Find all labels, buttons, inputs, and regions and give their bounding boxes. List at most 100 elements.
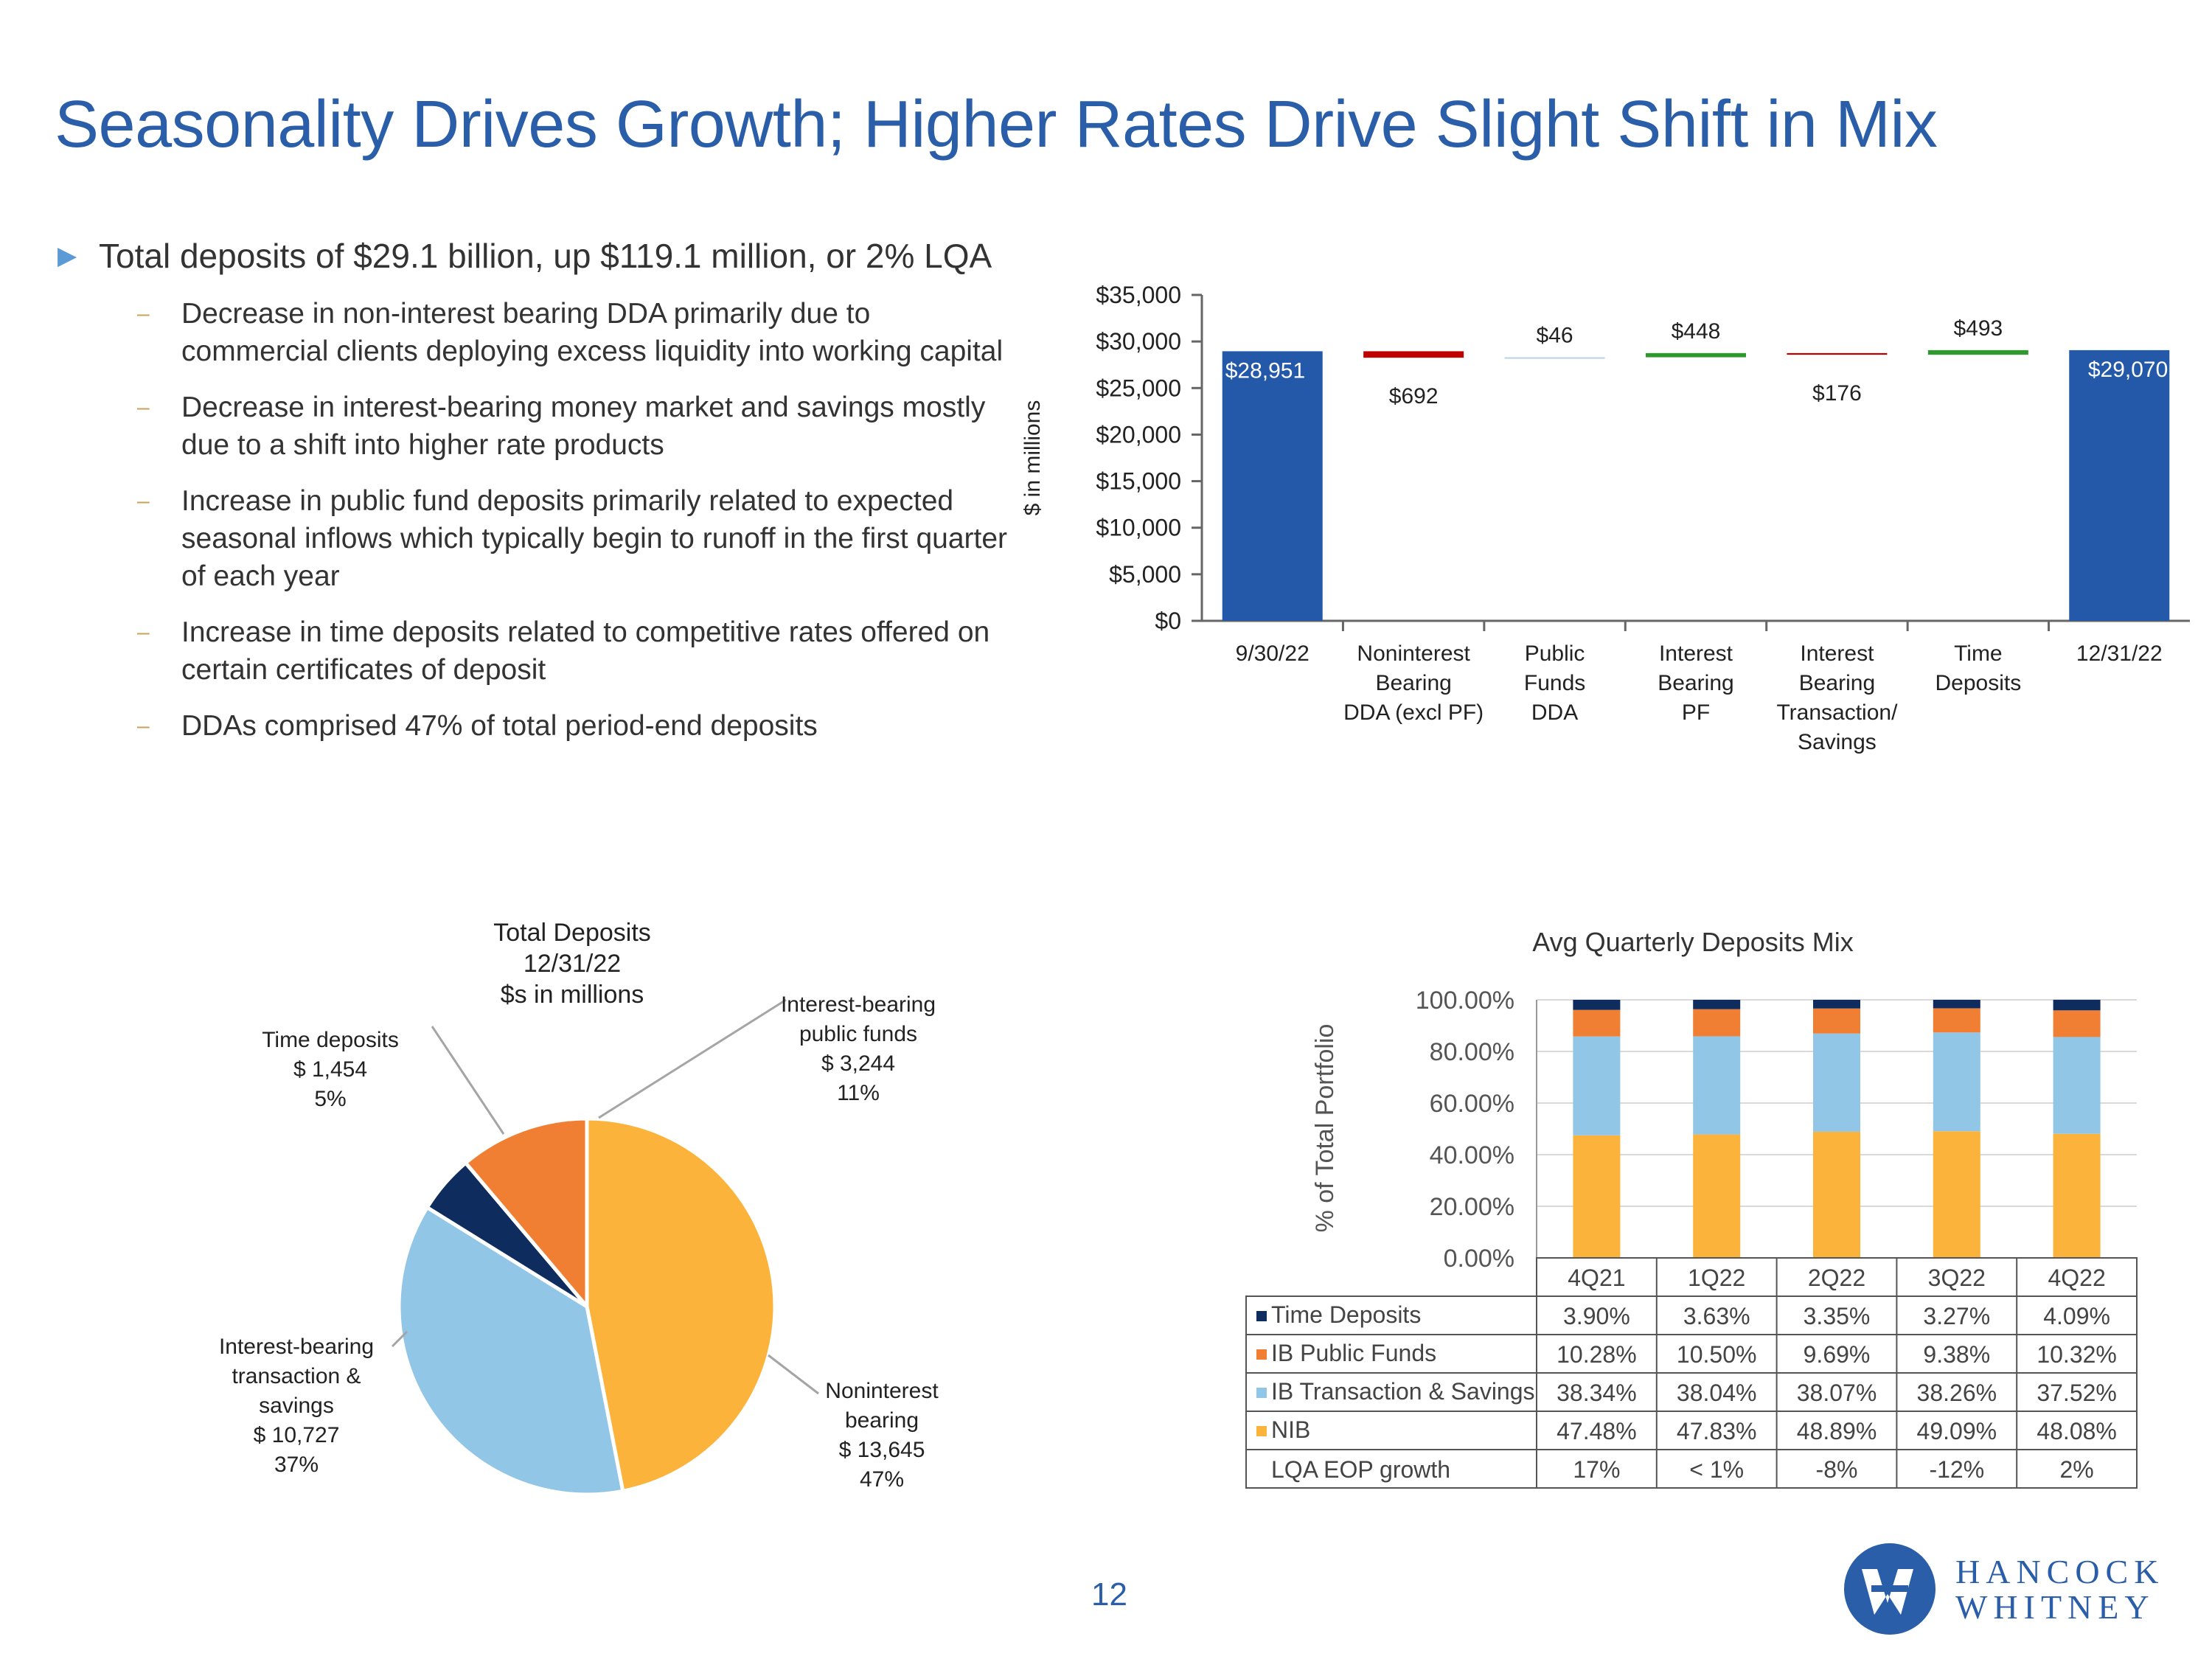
x-category-label: Bearing bbox=[1658, 671, 1733, 695]
legend-swatch bbox=[1256, 1388, 1267, 1398]
y-tick-label: 20.00% bbox=[1430, 1193, 1514, 1221]
main-bullet: ▶ Total deposits of $29.1 billion, up $1… bbox=[55, 233, 1013, 279]
legend-swatch bbox=[1256, 1311, 1267, 1321]
stacked-bar-segment bbox=[1813, 1033, 1860, 1132]
sub-bullet: – DDAs comprised 47% of total period-end … bbox=[55, 707, 1013, 745]
stacked-bar-segment bbox=[1933, 1008, 1980, 1033]
x-category-label: Noninterest bbox=[1357, 641, 1470, 666]
sub-bullet: – Increase in time deposits related to co… bbox=[55, 613, 1013, 689]
waterfall-bar-increase bbox=[1646, 352, 1746, 358]
x-category-label: Public bbox=[1525, 641, 1585, 666]
table-data-cell: 47.83% bbox=[1677, 1418, 1757, 1444]
sub-bullet-text: Decrease in interest-bearing money marke… bbox=[181, 392, 986, 461]
x-category-label: Time bbox=[1954, 641, 2003, 666]
y-tick-label: 0.00% bbox=[1444, 1245, 1514, 1273]
pie-label: Interest-bearing bbox=[219, 1335, 374, 1359]
table-row-label: IB Transaction & Savings bbox=[1271, 1378, 1535, 1405]
stacked-bar-segment bbox=[1933, 1000, 1980, 1009]
table-header-cell: 4Q21 bbox=[1568, 1265, 1625, 1291]
x-category-label: Funds bbox=[1524, 671, 1585, 695]
pie-label: bearing bbox=[845, 1408, 919, 1433]
x-category-label: PF bbox=[1682, 700, 1710, 725]
stacked-bar-segment bbox=[1813, 1000, 1860, 1009]
table-data-cell: 48.89% bbox=[1797, 1418, 1877, 1444]
pie-label: 37% bbox=[274, 1453, 319, 1477]
sub-bullet: – Decrease in non-interest bearing DDA pr… bbox=[55, 295, 1013, 370]
y-tick-label: $15,000 bbox=[1096, 468, 1181, 495]
table-data-cell: 49.09% bbox=[1917, 1418, 1997, 1444]
pie-label: $ 10,727 bbox=[254, 1423, 340, 1447]
table-data-cell: < 1% bbox=[1689, 1456, 1744, 1483]
x-category-label: Savings bbox=[1798, 730, 1877, 754]
x-category-label: Bearing bbox=[1375, 671, 1451, 695]
table-border bbox=[1245, 1295, 1537, 1489]
table-row-label: IB Public Funds bbox=[1271, 1340, 1436, 1366]
stacked-bar-segment bbox=[1813, 1008, 1860, 1034]
stacked-bar-segment bbox=[1573, 1009, 1621, 1037]
pie-label: 11% bbox=[837, 1081, 880, 1105]
table-data-cell: 10.50% bbox=[1677, 1341, 1757, 1368]
logo-wordmark: HANCOCK WHITNEY bbox=[1955, 1554, 2164, 1625]
table-data-cell: 38.26% bbox=[1917, 1380, 1997, 1406]
pie-label: savings bbox=[259, 1394, 334, 1418]
x-category-label: Interest bbox=[1659, 641, 1733, 666]
table-data-cell: 17% bbox=[1573, 1456, 1620, 1483]
y-axis-title: $ in millions bbox=[1020, 400, 1045, 516]
y-axis-title: % of Total Portfolio bbox=[1311, 1024, 1339, 1233]
pie-leader-line bbox=[598, 998, 787, 1119]
legend-swatch bbox=[1256, 1349, 1267, 1360]
y-tick-label: $35,000 bbox=[1096, 282, 1181, 308]
table-data-cell: -8% bbox=[1816, 1456, 1858, 1483]
pie-label: $ 3,244 bbox=[821, 1051, 895, 1076]
waterfall-bar-decrease bbox=[1787, 352, 1888, 355]
waterfall-data-label: $493 bbox=[1953, 316, 2003, 341]
x-category-label: Bearing bbox=[1799, 671, 1875, 695]
stacked-bar-segment bbox=[1693, 1036, 1741, 1135]
x-category-label: 9/30/22 bbox=[1236, 641, 1310, 666]
stacked-bar-segment bbox=[1813, 1131, 1860, 1258]
waterfall-bar-decrease bbox=[1363, 351, 1464, 358]
waterfall-data-label: $448 bbox=[1672, 319, 1721, 344]
x-category-label: Deposits bbox=[1935, 671, 2021, 695]
sub-bullet: – Increase in public fund deposits primar… bbox=[55, 482, 1013, 595]
pie-leader-line bbox=[768, 1354, 819, 1395]
stacked-bar-segment bbox=[1573, 1000, 1621, 1010]
table-data-cell: 9.69% bbox=[1804, 1341, 1871, 1368]
pie-title: 12/31/22 bbox=[524, 950, 621, 978]
table-data-cell: -12% bbox=[1929, 1456, 1984, 1483]
sub-bullet-list: – Decrease in non-interest bearing DDA pr… bbox=[55, 295, 1013, 745]
table-header-cell: 2Q22 bbox=[1808, 1265, 1865, 1291]
table-row-label: NIB bbox=[1271, 1416, 1310, 1443]
stacked-bar-segment bbox=[1933, 1131, 1980, 1258]
logo-line-2: WHITNEY bbox=[1955, 1588, 2155, 1626]
waterfall-data-label: $29,070 bbox=[2088, 358, 2168, 382]
y-tick-label: 80.00% bbox=[1430, 1038, 1514, 1066]
waterfall-bar-increase bbox=[1504, 357, 1605, 359]
logo-line-1: HANCOCK bbox=[1955, 1553, 2165, 1590]
waterfall-bar-total bbox=[2069, 349, 2170, 621]
pie-leader-line bbox=[431, 1026, 505, 1135]
table-row-label: LQA EOP growth bbox=[1271, 1456, 1450, 1483]
y-tick-label: $30,000 bbox=[1096, 328, 1181, 355]
x-category-label: DDA bbox=[1531, 700, 1578, 725]
page-title: Seasonality Drives Growth; Higher Rates … bbox=[55, 88, 1938, 161]
stacked-chart-title: Avg Quarterly Deposits Mix bbox=[1532, 927, 1853, 957]
table-data-cell: 38.04% bbox=[1677, 1380, 1757, 1406]
x-category-label: 12/31/22 bbox=[2076, 641, 2163, 666]
y-tick-label: $10,000 bbox=[1096, 515, 1181, 541]
pie-title: $s in millions bbox=[501, 981, 644, 1009]
stacked-bar-segment bbox=[1693, 1009, 1741, 1037]
sub-bullet-text: Decrease in non-interest bearing DDA pri… bbox=[181, 298, 1004, 367]
stacked-bar-segment bbox=[2053, 1010, 2101, 1037]
pie-label: 47% bbox=[860, 1467, 904, 1492]
stacked-bar-segment bbox=[2053, 1133, 2101, 1258]
table-data-cell: 3.27% bbox=[1923, 1303, 1990, 1329]
waterfall-data-label: $176 bbox=[1812, 381, 1862, 406]
table-data-cell: 3.35% bbox=[1804, 1303, 1871, 1329]
y-tick-label: $25,000 bbox=[1096, 375, 1181, 401]
sub-bullet: – Decrease in interest-bearing money mark… bbox=[55, 389, 1013, 464]
legend-swatch bbox=[1256, 1426, 1267, 1436]
pie-title: Total Deposits bbox=[493, 919, 651, 947]
y-tick-label: $20,000 bbox=[1096, 421, 1181, 448]
